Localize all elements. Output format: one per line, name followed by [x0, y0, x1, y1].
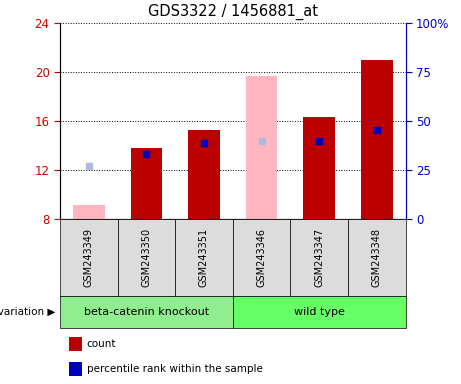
Text: GSM243350: GSM243350: [142, 228, 151, 287]
Bar: [73, 205, 105, 219]
Text: GSM243347: GSM243347: [314, 228, 324, 287]
Text: GSM243348: GSM243348: [372, 228, 382, 287]
Text: percentile rank within the sample: percentile rank within the sample: [87, 364, 263, 374]
Bar: [188, 130, 220, 219]
Text: GSM243351: GSM243351: [199, 228, 209, 287]
Bar: [246, 76, 278, 219]
Text: count: count: [87, 339, 116, 349]
Text: genotype/variation ▶: genotype/variation ▶: [0, 307, 55, 317]
Text: beta-catenin knockout: beta-catenin knockout: [84, 307, 209, 317]
Text: GSM243346: GSM243346: [257, 228, 266, 287]
Bar: [361, 60, 393, 219]
Text: GSM243349: GSM243349: [84, 228, 94, 287]
Bar: [303, 117, 335, 219]
Title: GDS3322 / 1456881_at: GDS3322 / 1456881_at: [148, 4, 318, 20]
Text: wild type: wild type: [294, 307, 345, 317]
Bar: [130, 148, 162, 219]
